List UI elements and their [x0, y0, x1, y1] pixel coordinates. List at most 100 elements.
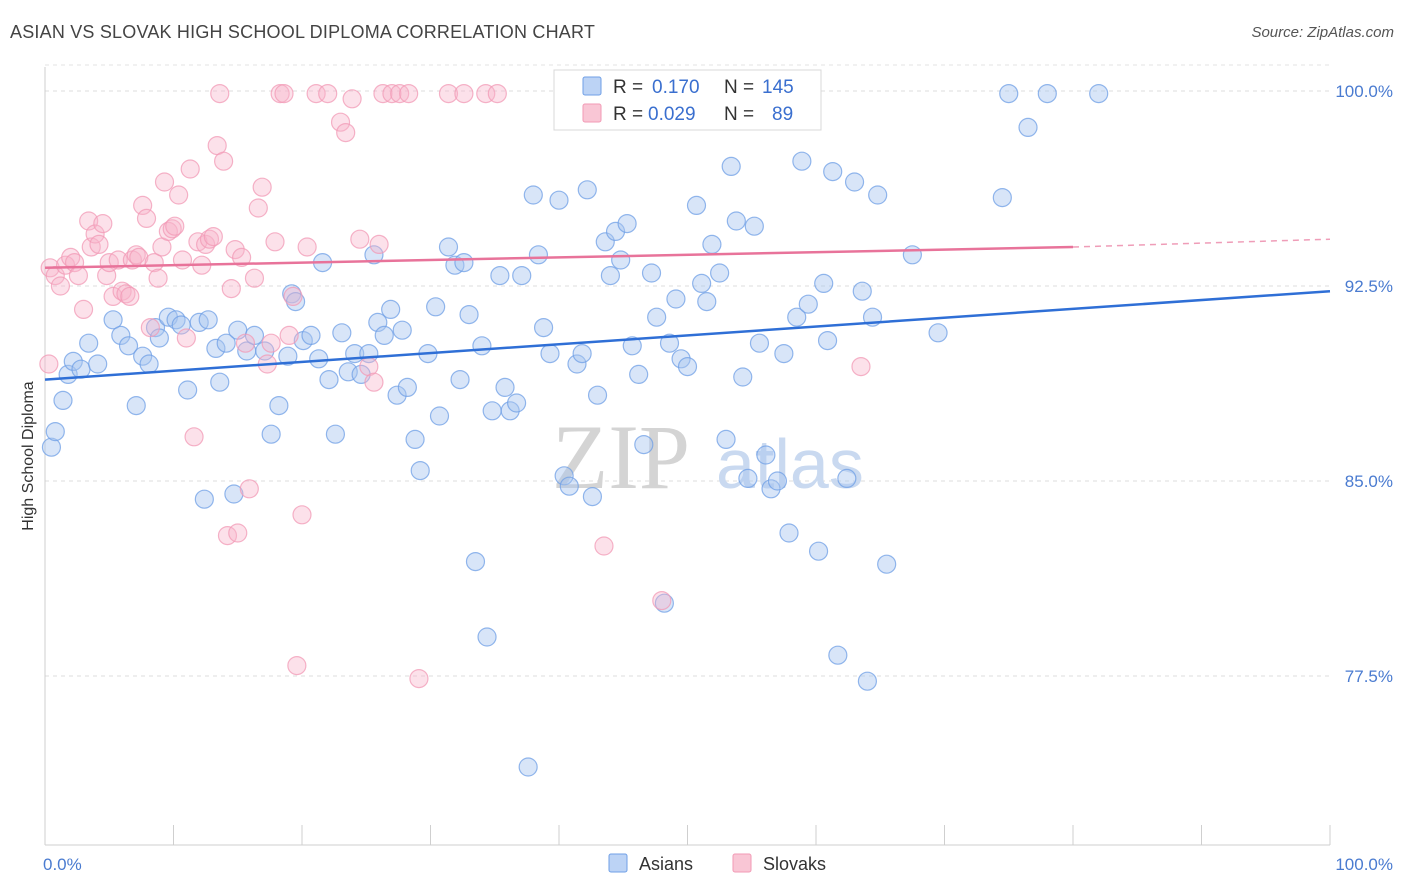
stats-n-label-slovaks: N = [724, 104, 754, 125]
asians-point-113 [756, 445, 776, 465]
asians-point-68 [490, 266, 510, 286]
asians-point-7 [88, 354, 108, 374]
asians-point-49 [374, 325, 394, 345]
data-points [39, 83, 1109, 777]
slovaks-point-67 [306, 83, 326, 104]
asians-point-136 [999, 83, 1019, 104]
slovaks-point-82 [454, 83, 474, 104]
asians-point-63 [459, 305, 479, 325]
legend-swatch-asians [608, 853, 628, 873]
slovaks-point-30 [154, 172, 175, 192]
asians-point-69 [495, 377, 515, 397]
slovaks-trend-extension [1072, 238, 1331, 248]
asians-point-12 [133, 346, 153, 366]
slovaks-trend-line [44, 245, 1074, 270]
y-axis-title: High School Diploma [20, 381, 37, 531]
stats-r-value-asians: 0.170 [652, 77, 700, 98]
asians-point-55 [410, 461, 430, 481]
asians-point-108 [726, 211, 746, 231]
slovaks-point-12 [89, 234, 109, 254]
asians-point-19 [178, 380, 198, 400]
legend-swatch-slovaks [732, 853, 752, 873]
asians-point-104 [702, 234, 722, 254]
slovaks-point-17 [108, 250, 128, 270]
slovaks-point-81 [438, 83, 459, 104]
asians-point-134 [928, 323, 948, 343]
slovaks-point-43 [203, 227, 223, 247]
slovaks-point-8 [73, 299, 94, 319]
asians-point-116 [774, 344, 794, 364]
asians-point-112 [749, 333, 770, 353]
asians-trend-line [44, 289, 1331, 381]
asians-point-8 [103, 310, 123, 330]
asians-point-100 [677, 357, 698, 377]
slovaks-point-74 [364, 372, 384, 392]
asians-point-110 [738, 468, 758, 488]
asians-point-32 [269, 396, 289, 416]
slovaks-point-86 [652, 590, 672, 611]
asians-point-52 [392, 320, 412, 340]
trend-lines [44, 238, 1331, 381]
slovaks-point-55 [248, 198, 268, 218]
slovaks-point-77 [382, 83, 402, 104]
slovaks-point-41 [196, 234, 216, 254]
asians-point-11 [126, 396, 146, 416]
asians-point-73 [518, 757, 538, 777]
slovaks-point-79 [399, 83, 419, 104]
asians-point-62 [454, 253, 474, 273]
asians-point-17 [166, 310, 186, 330]
slovaks-point-68 [318, 83, 338, 104]
slovaks-point-7 [68, 266, 89, 286]
asians-point-137 [1018, 117, 1038, 138]
axes [44, 67, 1331, 846]
asians-point-103 [697, 292, 717, 312]
slovaks-point-28 [148, 268, 168, 288]
asians-point-91 [622, 336, 642, 356]
asians-point-76 [533, 318, 554, 338]
asians-point-131 [868, 185, 888, 205]
asians-point-2 [53, 390, 73, 410]
asians-point-22 [198, 310, 218, 330]
asians-point-82 [572, 344, 592, 364]
x-tick-labels: 0.0% 100.0% [43, 855, 1393, 874]
slovaks-point-49 [225, 240, 245, 260]
slovaks-point-36 [176, 328, 196, 348]
watermark-atlas: atlas [716, 425, 864, 503]
asians-point-58 [429, 406, 450, 426]
asians-point-42 [332, 323, 352, 343]
asians-point-133 [902, 245, 922, 265]
asians-point-126 [837, 468, 857, 488]
asians-point-135 [992, 188, 1012, 208]
slovaks-point-54 [244, 268, 265, 288]
asians-point-78 [549, 190, 569, 210]
asians-point-132 [877, 554, 897, 574]
y-tick-label-1: 85.0% [1345, 472, 1393, 491]
asians-point-71 [506, 393, 527, 413]
asians-point-97 [659, 333, 680, 353]
asians-point-31 [261, 424, 281, 444]
asians-point-85 [587, 385, 608, 405]
asians-point-35 [285, 292, 306, 312]
stats-n-label-asians: N = [724, 77, 754, 98]
slovaks-point-51 [232, 247, 252, 267]
stats-r-label-asians: R = [613, 77, 643, 98]
asians-point-40 [319, 370, 339, 390]
slovaks-point-65 [292, 505, 312, 525]
asians-point-87 [600, 266, 621, 286]
x-tick-label-min: 0.0% [43, 855, 82, 874]
slovaks-point-69 [330, 112, 351, 132]
asians-point-65 [472, 336, 492, 356]
slovaks-point-25 [136, 208, 157, 228]
asians-point-84 [582, 487, 603, 507]
slovaks-point-63 [283, 286, 303, 306]
watermark: ZIP atlas [552, 406, 864, 508]
slovaks-point-3 [50, 276, 71, 296]
asians-point-83 [577, 180, 597, 200]
asians-point-14 [145, 318, 166, 338]
asians-point-101 [686, 195, 707, 215]
asians-point-124 [823, 162, 843, 182]
y-tick-label-2: 92.5% [1345, 277, 1393, 296]
slovaks-point-62 [279, 325, 299, 345]
asians-point-57 [426, 297, 446, 317]
